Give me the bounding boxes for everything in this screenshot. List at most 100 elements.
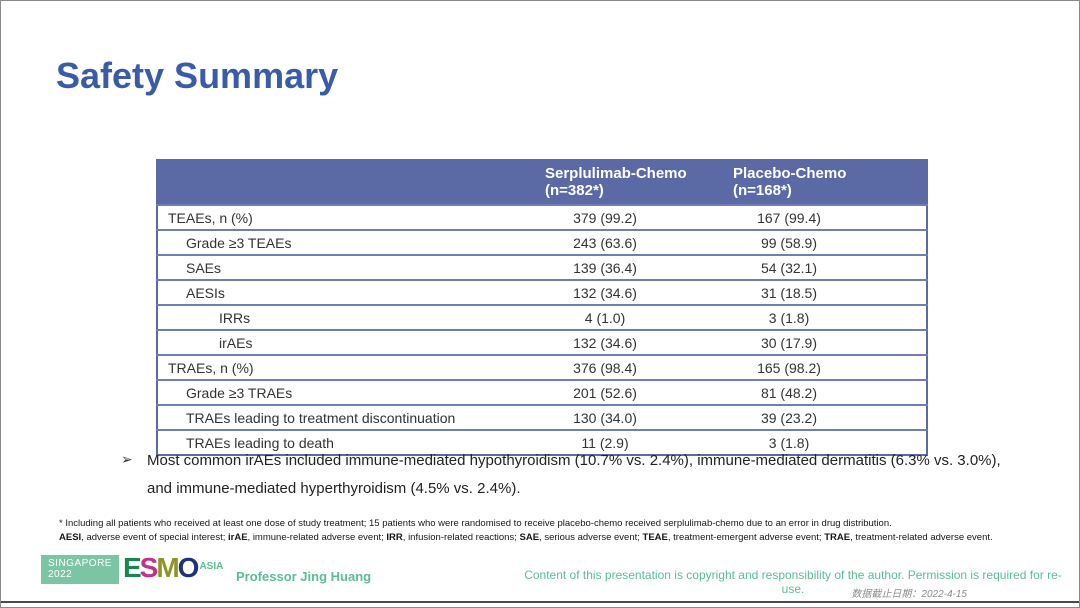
- placebo-value: 54 (32.1): [705, 254, 873, 280]
- filler-cell: [873, 404, 927, 430]
- filler-cell: [873, 229, 927, 255]
- serplulimab-value: 379 (99.2): [505, 204, 705, 230]
- placebo-value: 31 (18.5): [705, 279, 873, 305]
- abbreviation-term: TRAE: [824, 531, 851, 543]
- esmo-letter-m: M: [156, 552, 179, 583]
- esmo-asia-logo: SINGAPORE 2022 ESMO ASIA: [41, 552, 224, 584]
- abbreviation-term: IRR: [386, 531, 403, 543]
- placebo-value: 81 (48.2): [705, 379, 873, 405]
- serplulimab-value: 376 (98.4): [505, 354, 705, 380]
- placebo-value: 165 (98.2): [705, 354, 873, 380]
- placebo-value: 3 (1.8): [705, 304, 873, 330]
- placebo-value: 30 (17.9): [705, 329, 873, 355]
- abbreviation-term: irAE: [228, 531, 248, 543]
- abbreviation-term: AESI: [59, 531, 82, 543]
- row-label: AESIs: [157, 279, 505, 305]
- asia-label: ASIA: [199, 561, 224, 572]
- esmo-letter-o: O: [177, 552, 200, 583]
- abbreviation-item: irAE, immune-related adverse event;: [228, 532, 386, 543]
- abbreviation-definition: , treatment-related adverse event.: [850, 531, 993, 543]
- placebo-value: 3 (1.8): [705, 429, 873, 455]
- data-cutoff-date: 数据截止日期：2022-4-15: [851, 589, 967, 600]
- row-label: SAEs: [157, 254, 505, 280]
- serplulimab-value: 139 (36.4): [505, 254, 705, 280]
- table-row: AESIs 132 (34.6) 31 (18.5): [157, 279, 927, 305]
- footnotes: * Including all patients who received at…: [59, 517, 1069, 544]
- filler-cell: [873, 329, 927, 355]
- abbreviation-term: TEAE: [642, 531, 668, 543]
- header-serplulimab-line1: Serplulimab-Chemo: [545, 165, 687, 182]
- abbreviation-definition: , treatment-emergent adverse event;: [667, 531, 825, 543]
- header-placebo-line1: Placebo-Chemo: [733, 165, 847, 182]
- placebo-value: 167 (99.4): [705, 204, 873, 230]
- header-empty-cell: [157, 160, 505, 205]
- filler-cell: [873, 279, 927, 305]
- table-row: SAEs 139 (36.4) 54 (32.1): [157, 254, 927, 280]
- serplulimab-value: 132 (34.6): [505, 329, 705, 355]
- abbreviation-item: SAE, serious adverse event;: [520, 532, 643, 543]
- row-label: TEAEs, n (%): [157, 204, 505, 230]
- singapore-2022-badge: SINGAPORE 2022: [41, 555, 119, 584]
- table-row: TEAEs, n (%) 379 (99.2) 167 (99.4): [157, 204, 927, 230]
- row-label: irAEs: [157, 329, 505, 355]
- esmo-letter-e: E: [122, 552, 142, 583]
- page-title: Safety Summary: [56, 55, 339, 96]
- table-row: Grade ≥3 TEAEs 243 (63.6) 99 (58.9): [157, 229, 927, 255]
- serplulimab-value: 11 (2.9): [505, 429, 705, 455]
- placebo-value: 39 (23.2): [705, 404, 873, 430]
- row-label: Grade ≥3 TEAEs: [157, 229, 505, 255]
- esmo-letter-s: S: [139, 552, 159, 583]
- bullet-arrow-icon: ➢: [121, 451, 133, 467]
- serplulimab-value: 130 (34.0): [505, 404, 705, 430]
- filler-cell: [873, 204, 927, 230]
- serplulimab-value: 132 (34.6): [505, 279, 705, 305]
- serplulimab-value: 201 (52.6): [505, 379, 705, 405]
- footnote-asterisk: * Including all patients who received at…: [59, 518, 892, 529]
- table-row: TRAEs leading to death 11 (2.9) 3 (1.8): [157, 429, 927, 455]
- table-row: TRAEs, n (%) 376 (98.4) 165 (98.2): [157, 354, 927, 380]
- filler-cell: [873, 254, 927, 280]
- header-filler-cell: [873, 160, 927, 205]
- table-row: IRRs 4 (1.0) 3 (1.8): [157, 304, 927, 330]
- slide-bottom-border: [1, 601, 1079, 603]
- abbreviation-term: SAE: [519, 531, 540, 543]
- row-label: TRAEs, n (%): [157, 354, 505, 380]
- table-header-row: Serplulimab-Chemo (n=382*) Placebo-Chemo…: [157, 160, 927, 205]
- table-body: TEAEs, n (%) 379 (99.2) 167 (99.4) Grade…: [157, 204, 927, 455]
- filler-cell: [873, 429, 927, 455]
- presenter-name: Professor Jing Huang: [236, 569, 372, 584]
- copyright-notice: Content of this presentation is copyrigh…: [524, 568, 1062, 596]
- row-label: TRAEs leading to death: [157, 429, 505, 455]
- header-serplulimab-chemo: Serplulimab-Chemo (n=382*): [505, 160, 705, 205]
- bullet-text: Most common irAEs included immune-mediat…: [147, 452, 1001, 497]
- serplulimab-value: 4 (1.0): [505, 304, 705, 330]
- row-label: Grade ≥3 TRAEs: [157, 379, 505, 405]
- header-serplulimab-line2: (n=382*): [545, 182, 604, 199]
- safety-table: Serplulimab-Chemo (n=382*) Placebo-Chemo…: [156, 159, 928, 456]
- table-row: TRAEs leading to treatment discontinuati…: [157, 404, 927, 430]
- abbreviation-item: TRAE, treatment-related adverse event.: [824, 532, 992, 543]
- filler-cell: [873, 379, 927, 405]
- filler-cell: [873, 354, 927, 380]
- table-row: Grade ≥3 TRAEs 201 (52.6) 81 (48.2): [157, 379, 927, 405]
- row-label: TRAEs leading to treatment discontinuati…: [157, 404, 505, 430]
- abbreviation-item: AESI, adverse event of special interest;: [59, 532, 228, 543]
- header-placebo-line2: (n=168*): [733, 182, 792, 199]
- esmo-wordmark: ESMO ASIA: [122, 552, 224, 583]
- bullet-point: ➢ Most common irAEs included immune-medi…: [121, 447, 1026, 503]
- header-placebo-chemo: Placebo-Chemo (n=168*): [705, 160, 873, 205]
- abbreviation-definition: , immune-related adverse event;: [247, 531, 387, 543]
- abbreviation-definition: , adverse event of special interest;: [81, 531, 228, 543]
- badge-venue: SINGAPORE: [48, 558, 112, 569]
- footnote-abbreviations: AESI, adverse event of special interest;…: [59, 531, 1069, 545]
- abbreviation-item: IRR, infusion-related reactions;: [386, 532, 519, 543]
- badge-year: 2022: [48, 569, 73, 580]
- filler-cell: [873, 304, 927, 330]
- serplulimab-value: 243 (63.6): [505, 229, 705, 255]
- row-label: IRRs: [157, 304, 505, 330]
- placebo-value: 99 (58.9): [705, 229, 873, 255]
- abbreviation-definition: , infusion-related reactions;: [402, 531, 520, 543]
- table-row: irAEs 132 (34.6) 30 (17.9): [157, 329, 927, 355]
- abbreviation-definition: , serious adverse event;: [539, 531, 643, 543]
